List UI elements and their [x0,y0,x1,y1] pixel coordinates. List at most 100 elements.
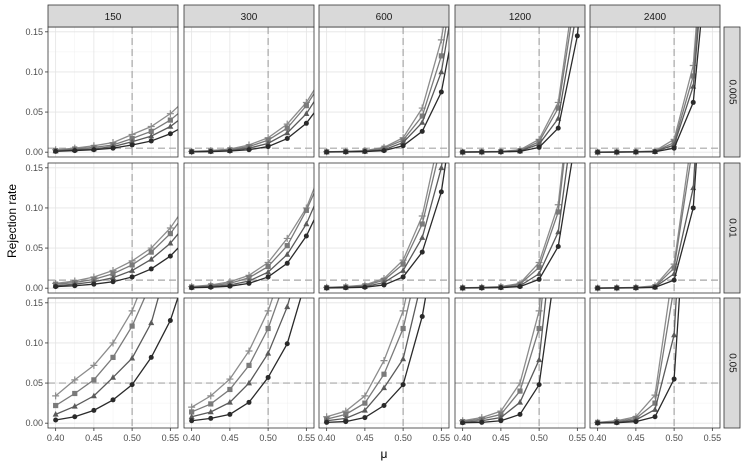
data-point [361,392,369,400]
data-point [246,362,252,369]
panel-border [454,297,586,429]
series-group [594,163,697,292]
x-tick-label: 0.40 [183,433,201,443]
data-point [71,403,78,409]
panel [589,162,721,294]
data-point [208,149,214,155]
panel-border [454,162,586,294]
data-point [400,355,407,362]
facet-strip-top [47,4,179,28]
series-line [191,298,291,418]
data-point [189,409,195,415]
data-point [419,119,426,125]
series-line [597,298,670,424]
data-point [690,99,696,105]
data-point [536,144,542,150]
series-group [52,298,178,423]
data-point [671,277,677,283]
data-point [167,317,173,323]
data-point [226,399,233,405]
y-tick-label: 0.15 [25,27,43,37]
data-point [166,110,174,118]
x-axis-title: μ [381,447,388,461]
data-point [595,420,601,426]
panel-border [47,162,179,294]
data-point [166,224,174,232]
data-point [380,357,388,365]
series-group [188,298,302,424]
x-tick-label: 0.40 [454,433,472,443]
data-point [110,274,116,281]
x-tick-label: 0.55 [162,433,180,443]
data-point [400,261,406,267]
series-line [326,48,449,153]
data-point [362,149,368,155]
series-line [191,298,280,413]
data-point [227,411,233,417]
x-tick-label: 0.45 [85,433,103,443]
x-tick-label: 0.50 [394,433,412,443]
series-line [55,247,178,288]
data-point [652,414,658,420]
series-line [462,27,579,153]
data-point [671,145,677,151]
series-line [55,298,178,421]
data-point [129,262,135,268]
data-point [479,419,485,425]
data-point [110,374,116,380]
series-line [55,119,178,152]
facet-strip-label: 300 [241,12,258,23]
series-group [188,186,314,291]
x-tick-label: 0.45 [492,433,510,443]
data-point [303,233,309,239]
panel-layer [47,26,721,429]
data-point [460,285,466,291]
data-point [53,148,59,154]
data-point [497,414,504,420]
facet-strip-label: 0.01 [727,218,738,238]
data-point [498,418,504,424]
data-point [343,149,349,155]
panel-border [183,297,315,429]
data-point [284,303,291,310]
x-tick-label: 0.40 [589,433,607,443]
data-point [227,283,233,289]
x-tick-label: 0.45 [627,433,645,443]
x-tick-label: 0.40 [47,433,65,443]
facet-strip-top [454,4,586,28]
series-group [52,215,178,290]
data-point [71,376,79,384]
data-point [419,313,425,319]
x-tick-label: 0.50 [530,433,548,443]
data-point [246,399,252,405]
data-point [53,402,59,409]
data-point [324,149,330,155]
data-point [284,260,290,266]
data-point [265,350,272,356]
data-point [91,377,97,383]
x-tick-label: 0.45 [221,433,239,443]
series-line [326,298,411,420]
data-point [265,325,271,332]
data-point [265,140,272,146]
data-point [652,406,658,412]
series-group [594,298,681,426]
data-point [284,136,290,142]
data-point [652,400,658,406]
data-point [129,138,136,145]
series-line [55,298,138,397]
series-group [459,298,552,426]
data-point [438,68,445,75]
data-point [342,415,349,421]
data-point [227,386,233,393]
data-point [72,283,78,289]
data-point [479,149,485,155]
x-tick-label: 0.45 [356,433,374,443]
data-point [517,148,523,154]
series-line [191,218,314,289]
series-line [55,112,178,152]
data-point [245,347,253,355]
series-group [52,105,178,154]
data-point [633,149,639,155]
